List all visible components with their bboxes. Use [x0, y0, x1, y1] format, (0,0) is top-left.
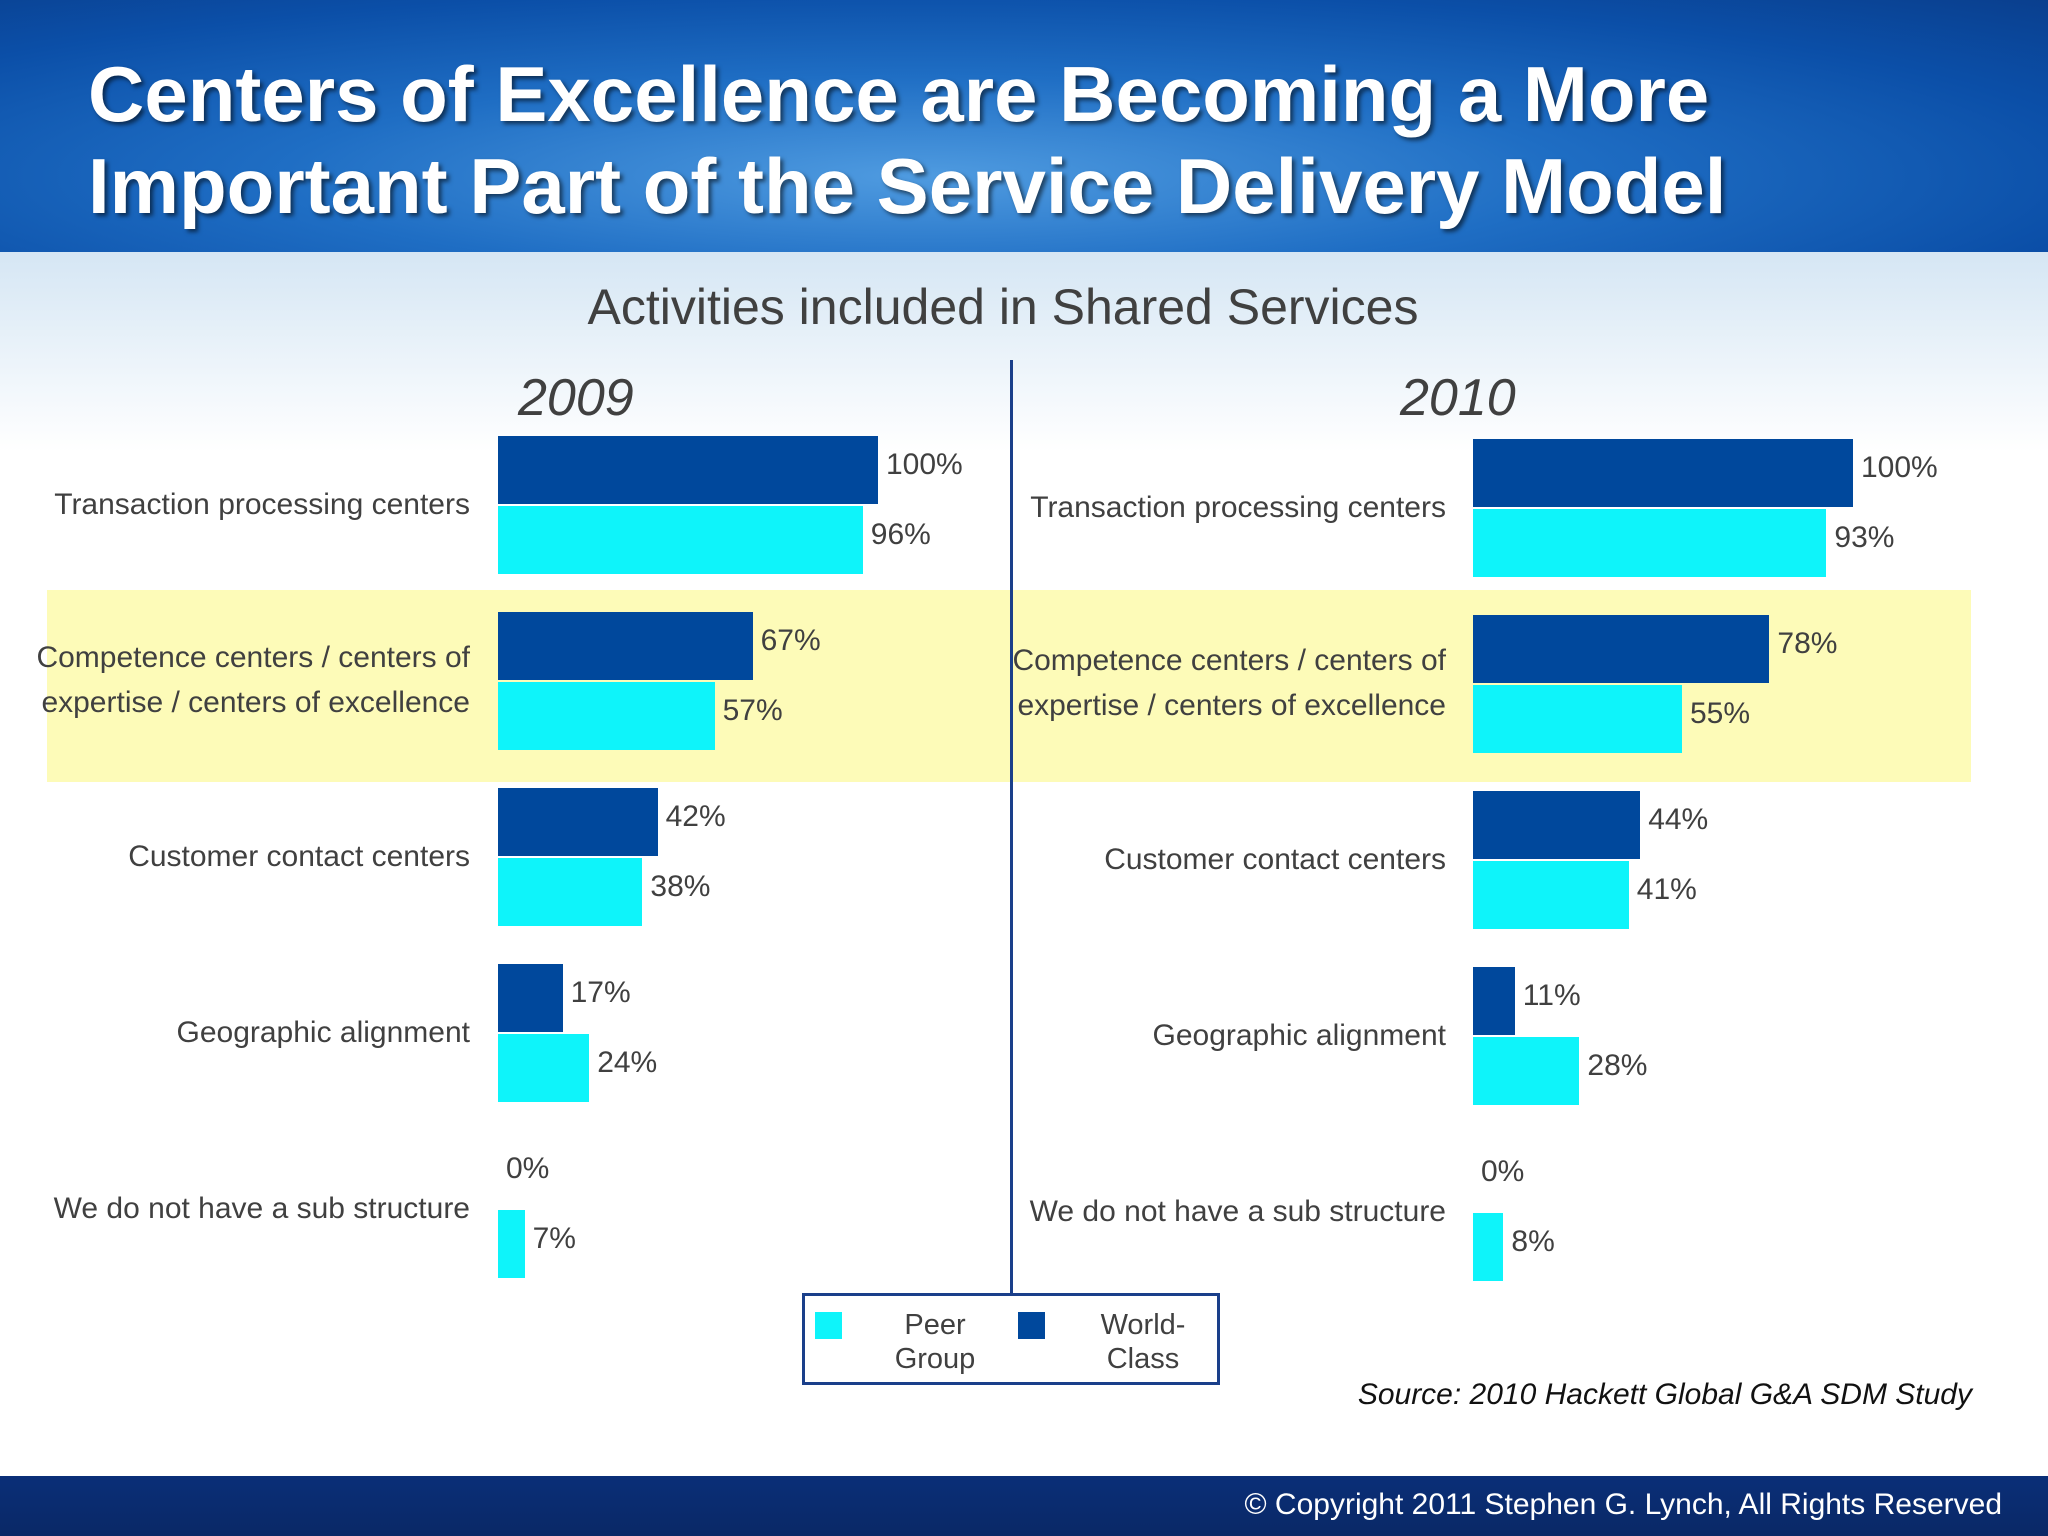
peer-group-bar — [498, 1210, 525, 1278]
category-label: We do not have a sub structure — [1006, 1189, 1446, 1234]
category-label-line: Competence centers / centers of — [1012, 644, 1446, 677]
data-label: 24% — [597, 1046, 658, 1079]
category-label: Customer contact centers — [30, 834, 470, 879]
data-label: 44% — [1648, 803, 1709, 836]
category-label-line: Customer contact centers — [1104, 842, 1446, 876]
data-label: 42% — [665, 800, 726, 833]
world-class-bar — [498, 436, 878, 504]
chart-title: Activities included in Shared Services — [587, 279, 1419, 335]
data-label: 7% — [532, 1222, 576, 1255]
data-label: 96% — [870, 518, 931, 551]
world-class-bar — [498, 964, 563, 1032]
legend-swatch-world — [1018, 1312, 1045, 1339]
data-label: 41% — [1636, 873, 1697, 906]
data-label: 67% — [760, 624, 821, 657]
category-label: We do not have a sub structure — [30, 1186, 470, 1231]
legend-label-peer: Peer Group — [894, 1309, 976, 1375]
data-label: 17% — [570, 976, 631, 1009]
peer-group-bar — [498, 1034, 590, 1102]
category-label: Transaction processing centers — [1006, 485, 1446, 530]
title-line-1: Centers of Excellence are Becoming a Mor… — [88, 50, 1710, 138]
world-class-bar — [1473, 615, 1770, 683]
category-label-line: Transaction processing centers — [54, 487, 470, 521]
footer: © Copyright 2011 Stephen G. Lynch, All R… — [0, 1476, 2048, 1536]
header-banner: Centers of Excellence are Becoming a Mor… — [0, 0, 2048, 252]
category-label-line: Customer contact centers — [128, 839, 470, 873]
chart-divider — [1010, 360, 1013, 1293]
data-label: 57% — [722, 694, 783, 727]
data-label: 0% — [506, 1152, 550, 1185]
category-label-line: Geographic alignment — [1152, 1018, 1446, 1052]
legend-label-world: World- Class — [1100, 1309, 1186, 1375]
category-label-line: Competence centers / centers of — [36, 641, 470, 674]
peer-group-bar — [498, 682, 715, 750]
category-label-line: Transaction processing centers — [1030, 490, 1446, 524]
category-label: Competence centers / centers of expertise… — [1006, 638, 1446, 728]
source-note: Source: 2010 Hackett Global G&A SDM Stud… — [1357, 1378, 1972, 1411]
chart-year-2009: 2009 — [518, 369, 634, 427]
copyright: © Copyright 2011 Stephen G. Lynch, All R… — [1244, 1488, 2002, 1521]
data-label: 8% — [1511, 1225, 1555, 1258]
category-label: Geographic alignment — [1006, 1013, 1446, 1058]
world-class-bar — [498, 788, 658, 856]
world-class-bar — [1473, 967, 1515, 1035]
data-label: 55% — [1690, 697, 1751, 730]
data-label: 100% — [886, 448, 963, 481]
world-class-bar — [498, 612, 753, 680]
header-fade — [0, 252, 2048, 452]
category-label-line: We do not have a sub structure — [53, 1191, 470, 1225]
category-label-line: expertise / centers of excellence — [1017, 689, 1446, 722]
legend-swatch-peer — [815, 1312, 842, 1339]
peer-group-bar — [1473, 1037, 1580, 1105]
legend: Peer Group World- Class — [802, 1293, 1220, 1385]
data-label: 78% — [1777, 627, 1838, 660]
data-label: 100% — [1861, 451, 1938, 484]
peer-group-bar — [1473, 861, 1629, 929]
world-class-bar — [1473, 439, 1853, 507]
world-class-bar — [1473, 791, 1641, 859]
category-label: Customer contact centers — [1006, 837, 1446, 882]
category-label-line: expertise / centers of excellence — [41, 686, 470, 719]
data-label: 28% — [1587, 1049, 1648, 1082]
data-label: 11% — [1522, 979, 1581, 1012]
peer-group-bar — [1473, 509, 1827, 577]
peer-group-bar — [498, 506, 863, 574]
category-label: Transaction processing centers — [30, 482, 470, 527]
category-label: Geographic alignment — [30, 1010, 470, 1055]
slide-title: Centers of Excellence are Becoming a Mor… — [88, 48, 1726, 232]
chart-year-2010: 2010 — [1400, 369, 1516, 427]
data-label: 38% — [650, 870, 711, 903]
category-label: Competence centers / centers of expertise… — [30, 635, 470, 725]
data-label: 93% — [1834, 521, 1895, 554]
category-label-line: Geographic alignment — [176, 1015, 470, 1049]
peer-group-bar — [1473, 685, 1682, 753]
peer-group-bar — [498, 858, 643, 926]
data-label: 0% — [1481, 1155, 1525, 1188]
title-line-2: Important Part of the Service Delivery M… — [88, 142, 1727, 230]
peer-group-bar — [1473, 1213, 1504, 1281]
category-label-line: We do not have a sub structure — [1029, 1194, 1446, 1228]
